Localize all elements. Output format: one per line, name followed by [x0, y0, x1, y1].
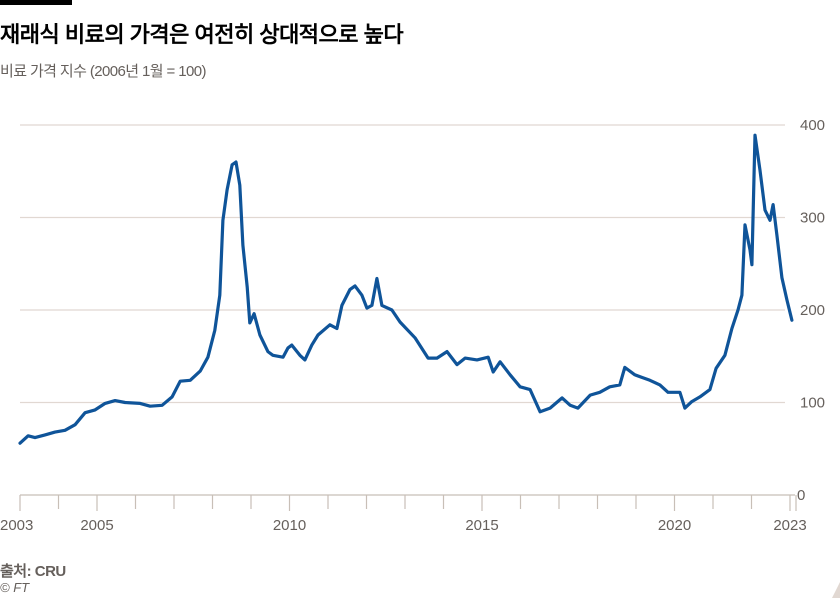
x-tick-label: 2005	[80, 517, 113, 534]
corner-mark	[832, 582, 840, 598]
y-tick-label: 100	[800, 395, 825, 412]
x-tick-label: 2015	[465, 517, 498, 534]
y-tick-label: 200	[800, 302, 825, 319]
chart-subtitle: 비료 가격 지수 (2006년 1월 = 100)	[0, 63, 207, 80]
ft-header-bar	[0, 0, 72, 5]
ft-credit: © FT	[0, 580, 30, 595]
y-tick-label: 300	[800, 210, 825, 227]
source-note: 출처: CRU	[0, 563, 66, 580]
x-tick-label: 2010	[273, 517, 306, 534]
x-tick-label: 2020	[658, 517, 691, 534]
x-tick-label: 2023	[773, 517, 806, 534]
y-tick-label: 400	[800, 117, 825, 134]
x-tick-label: 2003	[0, 517, 33, 534]
y-tick-label: 0	[797, 487, 805, 504]
series-line	[18, 133, 794, 445]
chart-title: 재래식 비료의 가격은 여전히 상대적으로 높다	[0, 22, 404, 47]
